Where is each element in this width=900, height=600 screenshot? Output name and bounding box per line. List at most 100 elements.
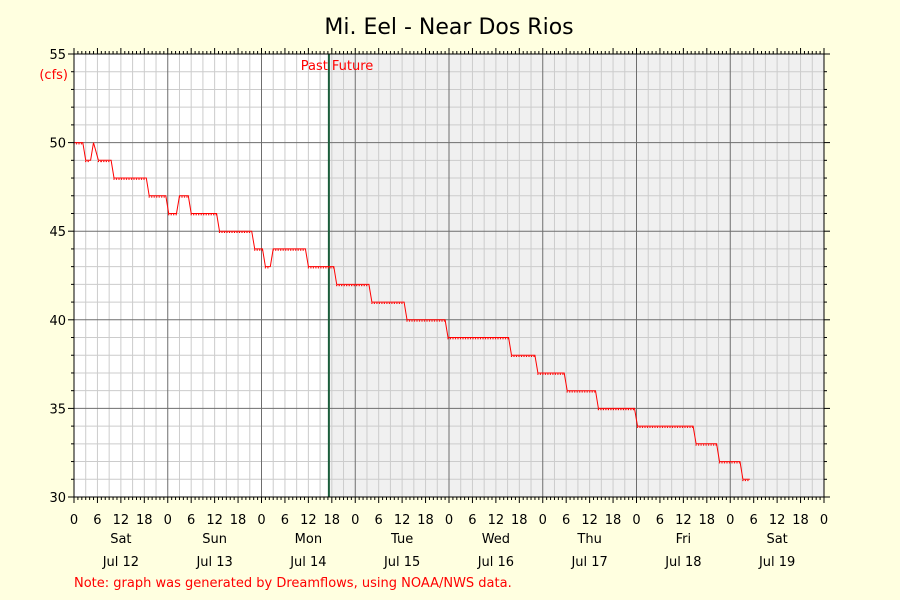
data-point [459,338,462,340]
x-tick-label: 18 [417,513,434,528]
data-point [457,338,459,340]
data-point [378,302,380,304]
data-point [674,426,676,428]
data-point [622,409,624,411]
data-point [300,249,302,251]
data-point [130,178,133,180]
data-point [148,196,150,198]
data-point [528,355,530,357]
plot-frame [73,53,825,498]
data-point [302,249,304,251]
data-point [343,285,345,287]
x-tick-label: 6 [750,513,758,528]
x-tick-label: 0 [539,513,547,528]
data-point [454,338,457,340]
data-point [487,338,489,340]
data-point [554,373,556,375]
data-point [418,320,421,322]
data-point [173,214,175,216]
data-point [285,249,287,251]
data-point [513,355,515,357]
data-point [115,178,118,180]
date-label: Jul 17 [570,555,607,570]
data-point [381,302,383,304]
date-label: Jul 19 [758,555,795,570]
data-point [246,231,248,233]
data-point [559,373,561,375]
y-tick-label: 35 [49,402,66,417]
data-point [438,320,441,322]
data-point [261,249,263,251]
data-point [499,338,502,340]
data-point [259,249,261,251]
data-point [267,267,269,269]
data-point [327,267,329,269]
data-point [615,409,617,411]
data-point [213,214,215,216]
major-grid [74,54,824,497]
data-point [322,267,324,269]
data-point [591,391,593,393]
data-point [713,444,715,446]
data-point [632,409,634,411]
data-point [416,320,418,322]
data-point [163,196,165,198]
data-point [431,320,433,322]
data-point [679,426,681,428]
x-tick-label: 6 [93,513,101,528]
x-tick-label: 12 [300,513,317,528]
data-point [118,178,120,180]
data-point [718,462,721,464]
data-point [221,231,223,233]
data-point [153,196,155,198]
data-point [108,160,110,163]
data-point [507,338,509,340]
data-point [238,231,241,233]
x-tick-label: 6 [656,513,664,528]
y-tick-labels: 30 35 40 45 50 55 [49,48,66,506]
date-label: Jul 15 [383,555,420,570]
x-tick-label: 0 [257,513,265,528]
data-point [198,214,200,216]
data-point [705,444,707,446]
data-point [351,285,353,287]
data-point [484,338,487,340]
weekday-label: Sat [110,532,131,547]
data-point [518,355,520,357]
data-point [297,249,299,251]
x-tick-label: 6 [375,513,383,528]
x-tick-label: 18 [230,513,247,528]
data-point [433,320,436,322]
data-point [128,178,130,180]
data-point [710,444,712,446]
data-point [539,373,541,375]
data-point [411,320,413,322]
data-point [295,249,297,251]
data-point [630,409,632,411]
data-point [123,178,125,180]
data-point [330,267,332,269]
x-tick-label: 18 [136,513,153,528]
data-point [170,214,172,216]
data-point [195,214,197,216]
y-tick-label: 45 [49,225,66,240]
future-region [328,54,824,497]
data-point [408,320,411,322]
data-point [479,338,482,340]
data-point [175,214,177,216]
data-point [361,285,363,287]
data-point [666,426,669,428]
x-tick-label: 12 [206,513,223,528]
data-point [708,444,710,446]
data-point [190,214,192,216]
y-tick-label: 40 [49,314,66,329]
data-point [557,373,559,375]
past-label: Past [301,59,328,74]
data-point [443,320,446,322]
data-point [644,426,646,428]
date-label: Jul 16 [477,555,514,570]
data-point [602,409,604,411]
x-tick-label: 18 [699,513,716,528]
data-point [178,196,181,198]
data-point [530,355,533,357]
